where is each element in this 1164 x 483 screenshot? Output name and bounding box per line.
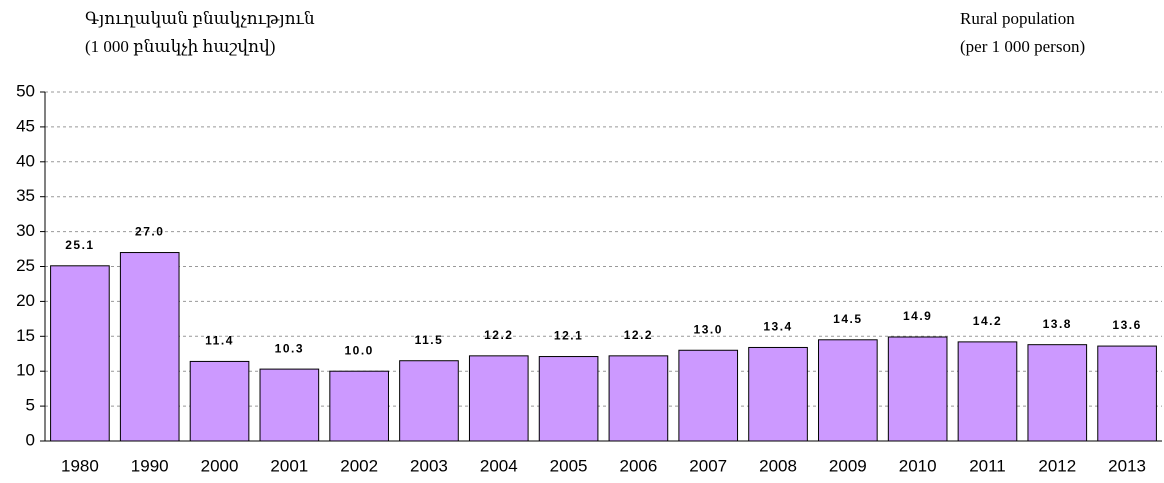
y-tick-label: 50 <box>16 81 35 100</box>
bar <box>748 346 808 442</box>
bar <box>538 356 599 442</box>
x-tick-label: 1980 <box>61 456 99 475</box>
chart-subtitle: (1 000 բնակչի հաշվով) <box>85 37 275 56</box>
x-tick-label: 2008 <box>759 456 797 475</box>
value-label: 12.2 <box>624 328 653 342</box>
y-tick-label: 35 <box>16 186 35 205</box>
y-tick-label: 0 <box>26 430 35 449</box>
y-tick-label: 10 <box>16 361 35 380</box>
value-label: 13.8 <box>1043 317 1072 331</box>
value-label: 13.0 <box>694 322 723 336</box>
bar <box>1027 344 1088 442</box>
value-label: 14.5 <box>833 312 862 326</box>
x-tick-label: 2004 <box>480 456 518 475</box>
x-tick-label: 1990 <box>131 456 169 475</box>
y-tick-label: 25 <box>16 256 35 275</box>
y-tick-label: 45 <box>16 116 35 135</box>
value-label: 13.6 <box>1112 318 1141 332</box>
value-label: 12.2 <box>484 328 513 342</box>
bar <box>329 370 389 442</box>
x-tick-label: 2002 <box>340 456 378 475</box>
x-tick-label: 2012 <box>1038 456 1076 475</box>
x-tick-label: 2010 <box>899 456 937 475</box>
value-label: 14.2 <box>973 314 1002 328</box>
y-tick-label: 40 <box>16 151 35 170</box>
x-tick-label: 2011 <box>969 456 1006 475</box>
chart-subtitle-en: (per 1 000 person) <box>960 37 1085 56</box>
bar <box>50 265 110 442</box>
value-label: 11.4 <box>205 334 234 348</box>
bar <box>399 360 459 442</box>
bar <box>608 355 669 442</box>
y-tick-label: 30 <box>16 221 35 240</box>
bar <box>119 252 180 442</box>
y-tick-label: 15 <box>16 326 35 345</box>
bar <box>818 339 878 442</box>
bar <box>957 341 1018 442</box>
value-label: 13.4 <box>763 320 792 334</box>
value-label: 10.0 <box>344 343 373 357</box>
bar <box>678 349 739 442</box>
x-tick-label: 2003 <box>410 456 448 475</box>
value-label: 27.0 <box>135 225 164 239</box>
y-tick-label: 20 <box>16 291 35 310</box>
x-tick-label: 2006 <box>619 456 657 475</box>
value-label: 12.1 <box>554 329 583 343</box>
chart-title: Գյուղական բնակչություն <box>85 9 315 28</box>
x-tick-label: 2007 <box>689 456 727 475</box>
x-tick-label: 2005 <box>550 456 588 475</box>
y-tick-label: 5 <box>26 396 35 415</box>
x-tick-label: 2000 <box>201 456 239 475</box>
chart-title-en: Rural population <box>960 9 1075 28</box>
bar <box>189 360 250 442</box>
value-label: 25.1 <box>65 238 94 252</box>
x-tick-label: 2001 <box>270 456 308 475</box>
value-label: 14.9 <box>903 309 932 323</box>
value-label: 10.3 <box>275 341 304 355</box>
x-tick-label: 2013 <box>1108 456 1146 475</box>
bar <box>468 355 529 442</box>
bar <box>259 368 320 442</box>
x-tick-label: 2009 <box>829 456 867 475</box>
value-label: 11.5 <box>415 333 444 347</box>
bar <box>887 336 948 442</box>
bar <box>1097 345 1157 442</box>
